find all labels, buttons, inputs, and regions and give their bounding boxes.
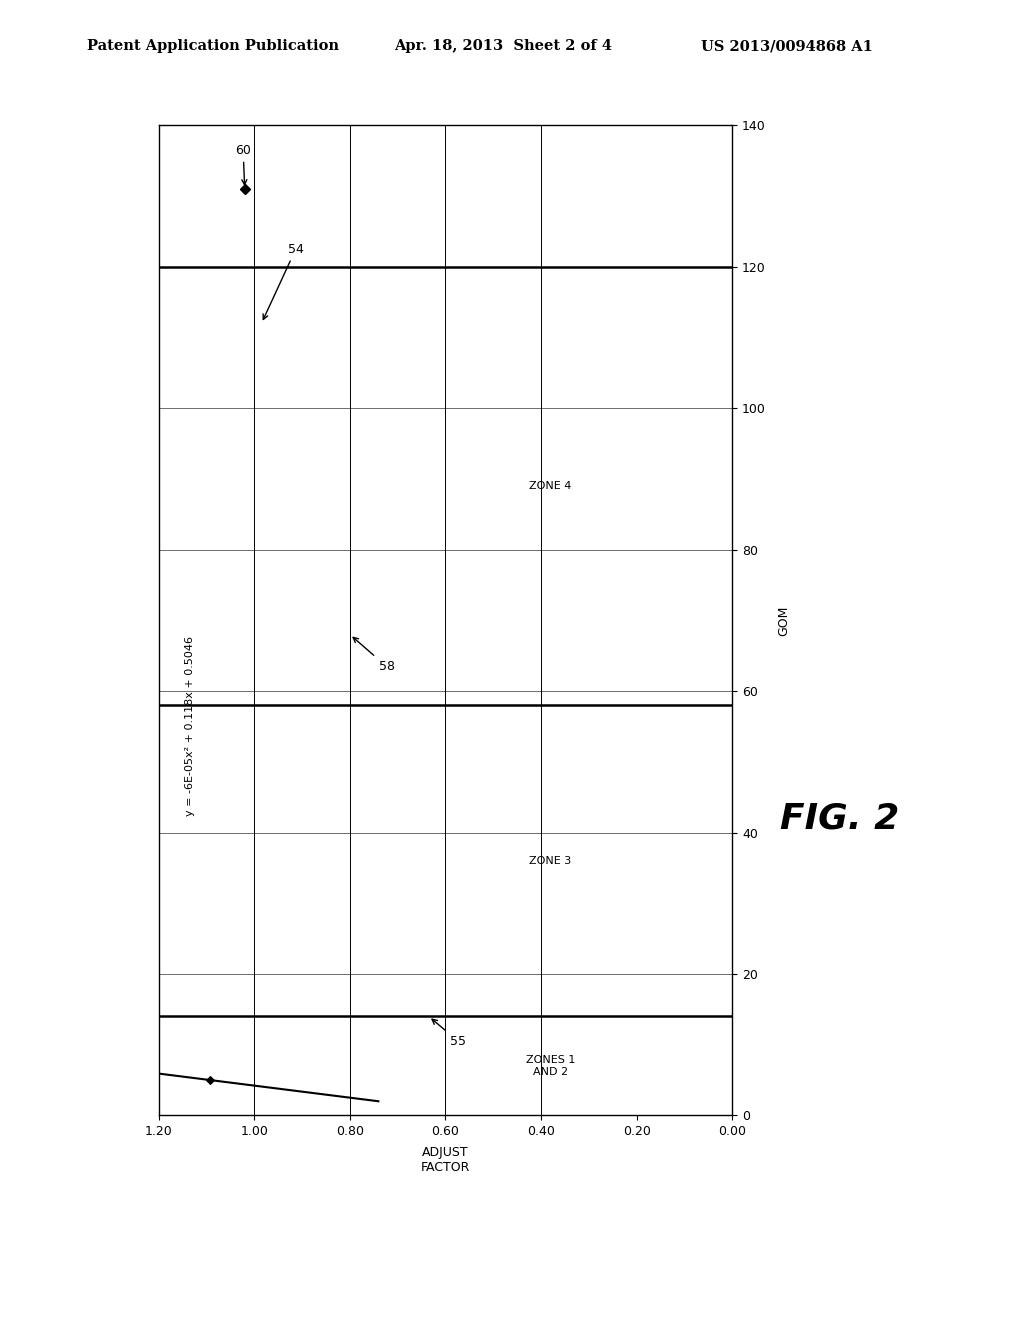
Text: ZONES 1
AND 2: ZONES 1 AND 2 (526, 1055, 575, 1077)
Text: ZONE 4: ZONE 4 (529, 480, 571, 491)
Text: US 2013/0094868 A1: US 2013/0094868 A1 (701, 40, 873, 53)
Text: 54: 54 (263, 243, 304, 319)
Text: ZONE 3: ZONE 3 (529, 855, 571, 866)
Text: 60: 60 (236, 144, 251, 185)
Text: 55: 55 (432, 1019, 466, 1048)
Y-axis label: GOM: GOM (777, 605, 790, 636)
Text: y = -6E-05x² + 0.118x + 0.5046: y = -6E-05x² + 0.118x + 0.5046 (184, 636, 195, 817)
Text: Apr. 18, 2013  Sheet 2 of 4: Apr. 18, 2013 Sheet 2 of 4 (394, 40, 612, 53)
X-axis label: ADJUST
FACTOR: ADJUST FACTOR (421, 1147, 470, 1175)
Text: 58: 58 (353, 638, 394, 673)
Text: Patent Application Publication: Patent Application Publication (87, 40, 339, 53)
Text: FIG. 2: FIG. 2 (780, 801, 899, 836)
